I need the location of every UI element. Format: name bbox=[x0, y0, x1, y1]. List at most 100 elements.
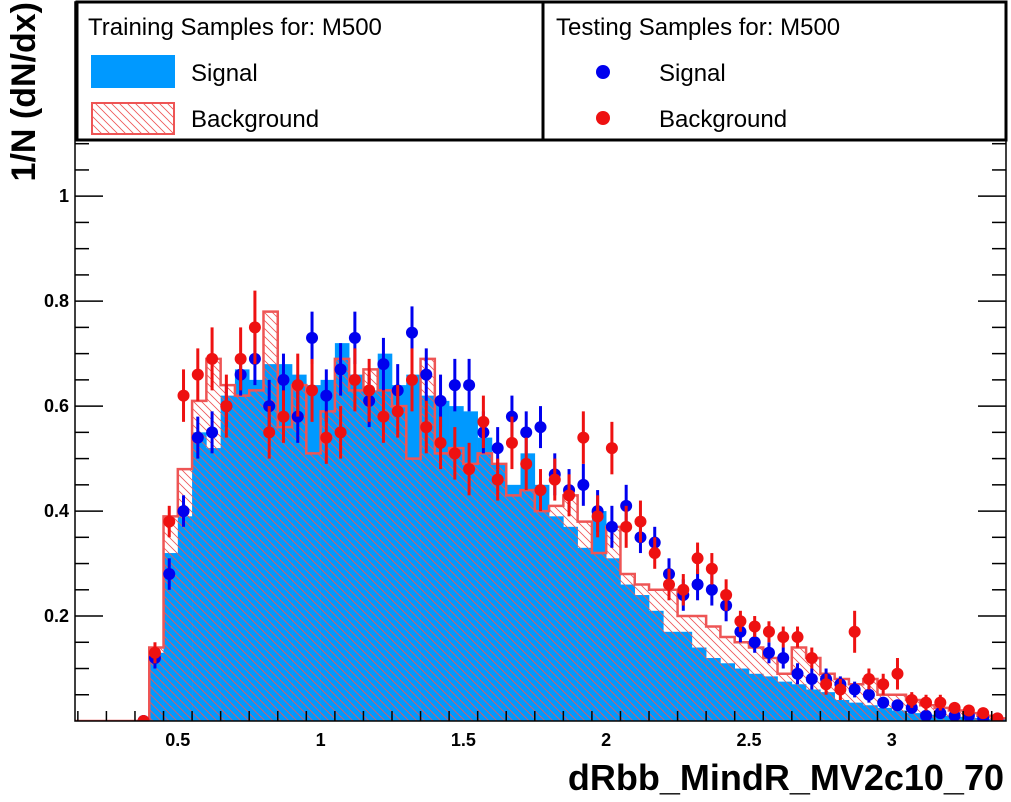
background-bar bbox=[549, 505, 564, 721]
signal-test-point bbox=[920, 709, 933, 721]
background-test-point bbox=[320, 431, 333, 444]
signal-test-point bbox=[206, 426, 219, 439]
background-bar bbox=[220, 385, 236, 721]
y-tick-label: 0.6 bbox=[44, 396, 69, 416]
signal-test-point bbox=[862, 688, 875, 701]
background-test-point bbox=[148, 646, 161, 659]
background-test-point bbox=[705, 562, 718, 575]
background-bar bbox=[277, 427, 293, 721]
background-test-point bbox=[691, 552, 704, 565]
legend-testing-box bbox=[541, 0, 1008, 142]
background-test-point bbox=[777, 631, 790, 644]
background-test-point bbox=[605, 442, 618, 455]
background-bar bbox=[320, 411, 336, 721]
x-tick-label: 3 bbox=[887, 730, 897, 750]
background-bar bbox=[163, 516, 179, 721]
signal-test-point bbox=[891, 699, 904, 712]
signal-test-point bbox=[777, 652, 790, 665]
background-bar bbox=[791, 647, 807, 721]
background-bar bbox=[748, 647, 764, 721]
background-bar bbox=[563, 495, 578, 721]
background-bar bbox=[292, 385, 307, 721]
background-bar bbox=[363, 369, 379, 721]
x-tick-label: 2.5 bbox=[736, 730, 761, 750]
signal-test-point bbox=[434, 394, 447, 407]
background-bar bbox=[591, 553, 607, 721]
background-test-point bbox=[220, 400, 233, 413]
signal-test-point bbox=[491, 442, 504, 455]
signal-test-point bbox=[405, 326, 418, 339]
background-test-point bbox=[448, 447, 461, 460]
background-test-point bbox=[520, 457, 533, 470]
signal-test-point bbox=[534, 421, 547, 434]
x-tick-label: 1 bbox=[316, 730, 326, 750]
background-test-point bbox=[905, 694, 918, 707]
x-tick-label: 1.5 bbox=[451, 730, 476, 750]
legend-testing-background-label: Background bbox=[659, 106, 787, 133]
background-bar bbox=[734, 642, 750, 721]
background-test-point bbox=[163, 515, 176, 528]
background-test-point bbox=[834, 683, 847, 696]
background-bar bbox=[192, 400, 207, 721]
x-tick-label: 2 bbox=[601, 730, 611, 750]
signal-test-point bbox=[348, 331, 361, 344]
background-test-point bbox=[791, 631, 804, 644]
background-test-point bbox=[263, 426, 276, 439]
signal-test-point bbox=[334, 363, 347, 376]
signal-test-point bbox=[691, 578, 704, 591]
background-bar bbox=[763, 658, 778, 721]
background-test-point bbox=[306, 384, 319, 397]
background-test-point bbox=[591, 510, 604, 523]
background-test-point bbox=[891, 667, 904, 680]
x-tick-label: 0.5 bbox=[165, 730, 190, 750]
signal-test-point bbox=[877, 696, 890, 709]
background-test-point bbox=[177, 389, 190, 402]
background-test-point bbox=[363, 384, 376, 397]
signal-test-point bbox=[748, 636, 761, 649]
signal-test-point bbox=[420, 368, 433, 381]
plot-area bbox=[75, 290, 1006, 721]
background-bar bbox=[520, 490, 536, 721]
background-bar bbox=[434, 453, 450, 721]
background-bar bbox=[634, 584, 650, 721]
background-test-point bbox=[634, 515, 647, 528]
background-bar bbox=[449, 448, 464, 721]
signal-test-point bbox=[320, 389, 333, 402]
signal-test-point bbox=[377, 358, 390, 371]
background-test-point bbox=[977, 707, 990, 720]
background-bar bbox=[677, 616, 693, 721]
legend-signal-swatch bbox=[91, 55, 175, 88]
background-bar bbox=[406, 458, 421, 721]
signal-test-point bbox=[577, 478, 590, 491]
background-test-point bbox=[405, 373, 418, 386]
background-test-point bbox=[548, 473, 561, 486]
background-bar bbox=[334, 358, 350, 721]
background-bar bbox=[606, 526, 621, 721]
signal-test-point bbox=[277, 373, 290, 386]
background-test-point bbox=[334, 426, 347, 439]
background-test-point bbox=[191, 368, 204, 381]
background-test-point bbox=[720, 589, 733, 602]
background-bar bbox=[306, 453, 321, 721]
signal-test-point bbox=[791, 667, 804, 680]
background-bar bbox=[691, 616, 707, 721]
legend-testing-background-marker bbox=[596, 111, 610, 125]
background-bar bbox=[263, 311, 279, 721]
background-test-point bbox=[677, 583, 690, 596]
signal-test-point bbox=[705, 583, 718, 596]
background-bar bbox=[420, 358, 436, 721]
signal-test-point bbox=[934, 707, 947, 720]
legend-training-background-label: Background bbox=[191, 106, 319, 133]
signal-test-point bbox=[463, 379, 476, 392]
background-bar bbox=[706, 626, 721, 721]
background-bar bbox=[663, 589, 678, 721]
legend-testing-signal-marker bbox=[596, 65, 610, 79]
background-test-point bbox=[391, 405, 404, 418]
background-test-point bbox=[505, 436, 518, 449]
background-test-point bbox=[234, 352, 247, 365]
background-test-point bbox=[348, 373, 361, 386]
background-test-point bbox=[948, 701, 961, 714]
legend-training-signal-label: Signal bbox=[191, 60, 258, 87]
signal-test-point bbox=[306, 331, 319, 344]
y-axis-title: 1/N (dN/dx) bbox=[5, 2, 43, 181]
